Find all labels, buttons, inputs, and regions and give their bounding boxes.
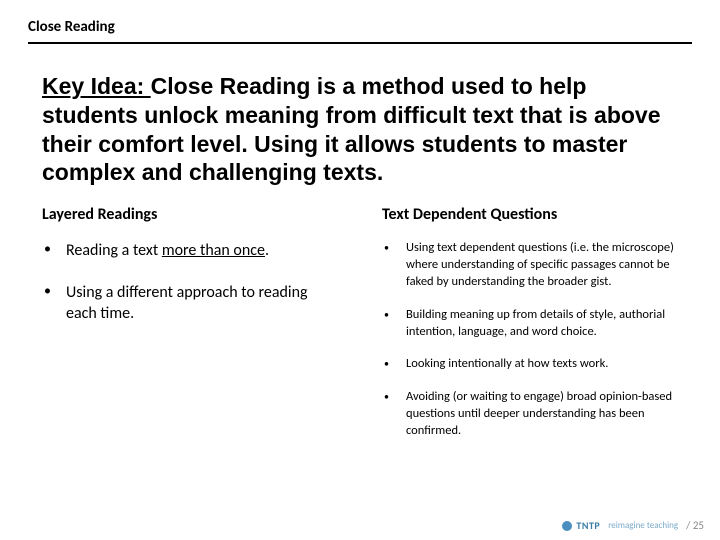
list-item: Using a different approach to reading ea… [42,282,322,325]
right-column: Text Dependent Questions Using text depe… [382,205,678,456]
brand-tagline: reimagine teaching [608,520,678,531]
key-idea: Key Idea: Close Reading is a method used… [28,72,692,187]
bullet-text: Building meaning up from details of styl… [406,307,665,339]
list-item: Reading a text more than once. [42,240,322,262]
brand-text: TNTP [576,519,600,532]
bullet-text: Using a different approach to reading ea… [66,283,308,324]
brand-logo: TNTP [562,519,600,532]
list-item: Building meaning up from details of styl… [382,307,678,341]
left-column: Layered Readings Reading a text more tha… [42,205,322,456]
slide-title: Close Reading [28,18,692,40]
right-bullet-list: Using text dependent questions (i.e. the… [382,240,678,440]
title-rule [28,42,692,44]
key-idea-label: Key Idea: [42,73,151,99]
brand-dot-icon [562,521,572,531]
bullet-suffix: . [265,241,269,260]
right-column-title: Text Dependent Questions [382,205,678,224]
left-bullet-list: Reading a text more than once. Using a d… [42,240,322,325]
two-columns: Layered Readings Reading a text more tha… [28,205,692,456]
list-item: Looking intentionally at how texts work. [382,356,678,373]
list-item: Avoiding (or waiting to engage) broad op… [382,389,678,440]
page-number: / 25 [686,519,704,532]
left-column-title: Layered Readings [42,205,322,224]
bullet-text: Avoiding (or waiting to engage) broad op… [406,389,672,438]
bullet-text: Using text dependent questions (i.e. the… [406,240,674,289]
bullet-underline: more than once [162,241,265,260]
list-item: Using text dependent questions (i.e. the… [382,240,678,291]
slide: Close Reading Key Idea: Close Reading is… [0,0,720,540]
bullet-text: Looking intentionally at how texts work. [406,356,608,371]
bullet-text: Reading a text [66,241,162,260]
footer: TNTP reimagine teaching / 25 [562,519,704,532]
